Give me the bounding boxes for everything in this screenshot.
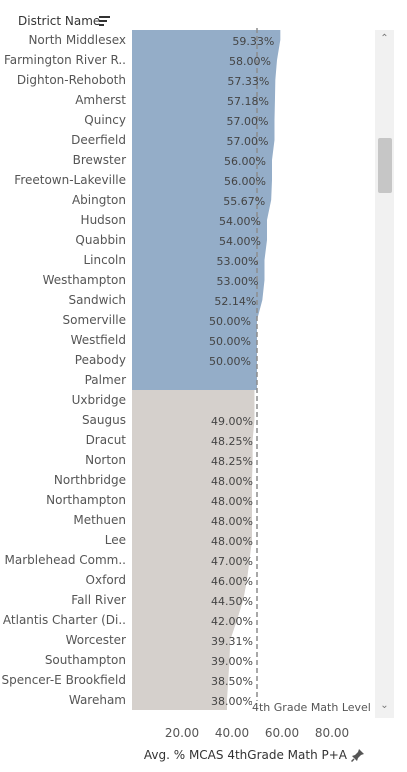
bar-value-label: 44.50% bbox=[211, 595, 253, 608]
column-header-district-name[interactable]: District Name bbox=[18, 14, 101, 28]
category-label: Worcester bbox=[66, 633, 126, 647]
category-label: Deerfield bbox=[71, 133, 126, 147]
scroll-down-arrow-icon[interactable]: ⌄ bbox=[380, 700, 389, 711]
bar-value-label: 50.00% bbox=[209, 315, 251, 328]
bar-value-label: 54.00% bbox=[219, 235, 261, 248]
category-label: Southampton bbox=[45, 653, 126, 667]
bar-value-label: 48.00% bbox=[211, 535, 253, 548]
category-label: Sandwich bbox=[68, 293, 126, 307]
category-label: Oxford bbox=[86, 573, 126, 587]
bar-value-label: 48.25% bbox=[211, 435, 253, 448]
category-label: Dracut bbox=[86, 433, 127, 447]
category-label: Somerville bbox=[63, 313, 126, 327]
bar-value-label: 54.00% bbox=[219, 215, 261, 228]
bar-value-label: 53.00% bbox=[217, 275, 259, 288]
bar-value-label: 58.00% bbox=[229, 55, 271, 68]
category-label: Lincoln bbox=[83, 253, 126, 267]
x-axis: 20.00 40.00 60.00 80.00 bbox=[165, 726, 349, 740]
bar-value-label: 38.00% bbox=[211, 695, 253, 708]
category-label: Norton bbox=[85, 453, 126, 467]
bar-value-label: 53.00% bbox=[217, 255, 259, 268]
bar-value-label: 56.00% bbox=[224, 155, 266, 168]
pin-icon[interactable] bbox=[351, 748, 365, 762]
bar-value-label: 39.00% bbox=[211, 655, 253, 668]
bar-value-label: 50.00% bbox=[209, 335, 251, 348]
scroll-up-arrow-icon[interactable]: ⌃ bbox=[380, 33, 389, 44]
bar-value-label: 47.00% bbox=[211, 555, 253, 568]
category-label: Quincy bbox=[84, 113, 126, 127]
category-label: Saugus bbox=[82, 413, 126, 427]
category-label: Palmer bbox=[85, 373, 126, 387]
category-label: Methuen bbox=[73, 513, 126, 527]
category-label: Westfield bbox=[71, 333, 126, 347]
category-label: Lee bbox=[105, 533, 126, 547]
category-label: Brewster bbox=[73, 153, 126, 167]
bar-value-label: 46.00% bbox=[211, 575, 253, 588]
bar-value-label: 49.00% bbox=[211, 415, 253, 428]
x-tick-label: 40.00 bbox=[215, 726, 249, 740]
category-label: Marblehead Comm.. bbox=[5, 553, 126, 567]
bar-value-label: 39.31% bbox=[211, 635, 253, 648]
bar-area-above-level bbox=[132, 30, 281, 390]
category-label: Farmington River R.. bbox=[4, 53, 126, 67]
reference-line-label: 4th Grade Math Level bbox=[252, 701, 371, 714]
bar-value-label: 57.18% bbox=[227, 95, 269, 108]
x-tick-label: 80.00 bbox=[315, 726, 349, 740]
bar-area-below-level bbox=[132, 390, 255, 710]
category-label: Spencer-E Brookfield bbox=[1, 673, 126, 687]
bar-value-label: 48.00% bbox=[211, 495, 253, 508]
category-label: Freetown-Lakeville bbox=[14, 173, 126, 187]
bar-value-label: 48.00% bbox=[211, 515, 253, 528]
bar-chart: North Middlesex 59.33% Farmington River R.… bbox=[1, 28, 281, 716]
vertical-scrollbar[interactable] bbox=[375, 30, 394, 718]
category-label: Northbridge bbox=[54, 473, 126, 487]
bar-value-label: 48.25% bbox=[211, 455, 253, 468]
category-label: Northampton bbox=[46, 493, 126, 507]
category-label: Quabbin bbox=[75, 233, 126, 247]
category-label: Wareham bbox=[69, 693, 126, 707]
category-label: Abington bbox=[72, 193, 126, 207]
scrollbar-thumb[interactable] bbox=[378, 138, 392, 193]
bar-value-label: 59.33% bbox=[232, 35, 274, 48]
category-label: Peabody bbox=[75, 353, 126, 367]
bar-value-label: 50.00% bbox=[209, 355, 251, 368]
x-tick-label: 20.00 bbox=[165, 726, 199, 740]
bar-value-label: 57.00% bbox=[227, 115, 269, 128]
category-label: Amherst bbox=[75, 93, 126, 107]
bar-value-label: 57.33% bbox=[227, 75, 269, 88]
bar-value-label: 57.00% bbox=[227, 135, 269, 148]
category-label: Dighton-Rehoboth bbox=[17, 73, 126, 87]
x-axis-title: Avg. % MCAS 4thGrade Math P+A bbox=[143, 748, 347, 762]
category-label: Hudson bbox=[81, 213, 126, 227]
bar-value-label: 42.00% bbox=[211, 615, 253, 628]
category-label: Uxbridge bbox=[72, 393, 126, 407]
bar-value-label: 38.50% bbox=[211, 675, 253, 688]
bar-value-label: 48.00% bbox=[211, 475, 253, 488]
category-label: Westhampton bbox=[43, 273, 126, 287]
bar-value-label: 55.67% bbox=[223, 195, 265, 208]
bar-value-label: 52.14% bbox=[214, 295, 256, 308]
bar-value-label: 56.00% bbox=[224, 175, 266, 188]
category-label: Fall River bbox=[71, 593, 126, 607]
x-tick-label: 60.00 bbox=[265, 726, 299, 740]
category-label: Atlantis Charter (Di.. bbox=[3, 613, 126, 627]
category-label: North Middlesex bbox=[28, 33, 126, 47]
sort-icon[interactable] bbox=[99, 16, 111, 26]
